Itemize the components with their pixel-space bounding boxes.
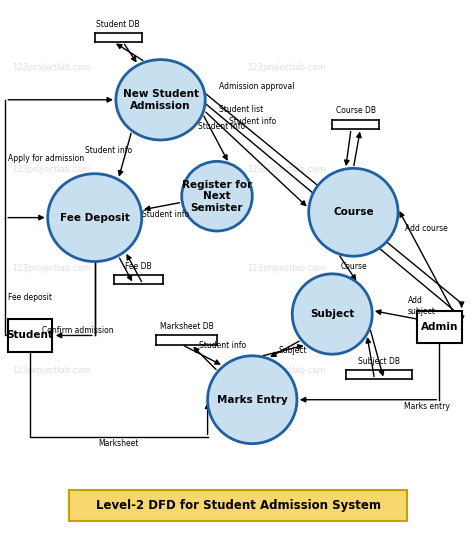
Text: Marksheet: Marksheet bbox=[99, 439, 139, 448]
Ellipse shape bbox=[182, 162, 252, 231]
Text: Level-2 DFD for Student Admission System: Level-2 DFD for Student Admission System bbox=[96, 499, 381, 512]
Text: Add
subject: Add subject bbox=[408, 296, 435, 316]
Text: New Student
Admission: New Student Admission bbox=[123, 89, 199, 111]
Text: Student info: Student info bbox=[142, 211, 189, 220]
Text: 123projectlab.com: 123projectlab.com bbox=[12, 264, 91, 273]
Text: Student info: Student info bbox=[229, 117, 276, 126]
Text: Student info: Student info bbox=[85, 146, 132, 155]
Text: Student DB: Student DB bbox=[96, 19, 140, 28]
Text: Admission approval: Admission approval bbox=[219, 82, 294, 91]
Text: Student info: Student info bbox=[199, 341, 246, 350]
Text: Subject: Subject bbox=[278, 346, 307, 355]
Text: 123projectlab.com: 123projectlab.com bbox=[247, 165, 326, 174]
Text: Subject: Subject bbox=[310, 309, 355, 319]
Ellipse shape bbox=[309, 168, 398, 256]
Text: 123projectlab.com: 123projectlab.com bbox=[12, 165, 91, 174]
Text: 123projectlab.com: 123projectlab.com bbox=[12, 366, 91, 375]
Text: Apply for admission: Apply for admission bbox=[8, 154, 84, 163]
Text: 123projectlab.com: 123projectlab.com bbox=[247, 264, 326, 273]
Text: Add course: Add course bbox=[405, 224, 448, 233]
Text: Marks entry: Marks entry bbox=[404, 402, 450, 411]
Text: Register for
Next
Semister: Register for Next Semister bbox=[182, 179, 252, 213]
Text: Subject DB: Subject DB bbox=[358, 357, 400, 366]
Ellipse shape bbox=[48, 173, 142, 262]
Text: Student: Student bbox=[7, 330, 54, 340]
Text: Course: Course bbox=[333, 207, 374, 217]
Text: Student list: Student list bbox=[219, 105, 264, 114]
Bar bbox=[8, 320, 53, 352]
Bar bbox=[69, 490, 408, 521]
Text: 123projectlab.com: 123projectlab.com bbox=[247, 63, 326, 72]
Ellipse shape bbox=[208, 356, 297, 444]
Text: Course DB: Course DB bbox=[336, 106, 376, 115]
Text: Marksheet DB: Marksheet DB bbox=[160, 322, 213, 331]
Text: Fee Deposit: Fee Deposit bbox=[60, 213, 130, 223]
Text: Confirm admission: Confirm admission bbox=[43, 325, 114, 335]
Text: Admin: Admin bbox=[420, 322, 458, 332]
Text: Fee DB: Fee DB bbox=[125, 262, 152, 271]
Text: Student info: Student info bbox=[198, 122, 245, 132]
Text: Course: Course bbox=[340, 263, 367, 271]
Text: 123projectlab.com: 123projectlab.com bbox=[12, 63, 91, 72]
Ellipse shape bbox=[292, 274, 372, 354]
Text: 123projectlab.com: 123projectlab.com bbox=[247, 366, 326, 375]
Text: Fee deposit: Fee deposit bbox=[8, 293, 52, 302]
Ellipse shape bbox=[116, 60, 205, 140]
Bar bbox=[417, 311, 462, 344]
Text: Marks Entry: Marks Entry bbox=[217, 395, 288, 405]
